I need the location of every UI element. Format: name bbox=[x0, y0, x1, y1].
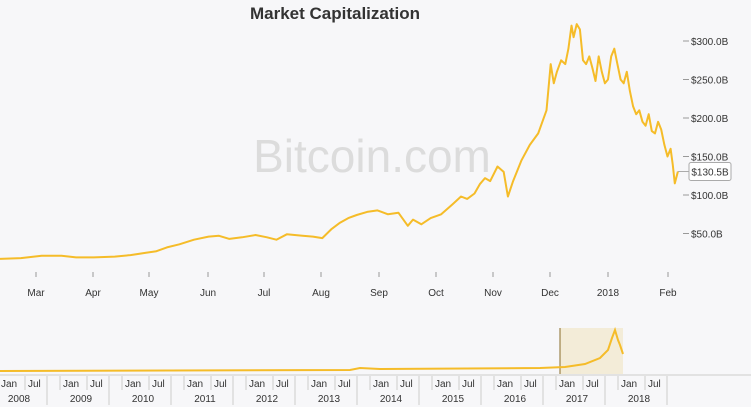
y-tick-label: $250.0B bbox=[691, 76, 729, 87]
x-tick-label: 2018 bbox=[597, 288, 620, 299]
navigator-month-label: Jul bbox=[214, 379, 227, 390]
navigator-month-label: Jan bbox=[435, 379, 451, 390]
navigator-year-label: 2016 bbox=[504, 394, 527, 405]
navigator-month-label: Jan bbox=[621, 379, 637, 390]
navigator-month-label: Jul bbox=[524, 379, 537, 390]
x-tick-label: Jul bbox=[258, 288, 271, 299]
navigator-month-label: Jan bbox=[63, 379, 79, 390]
navigator-month-label: Jan bbox=[559, 379, 575, 390]
y-tick-label: $300.0B bbox=[691, 37, 729, 48]
x-tick-label: Sep bbox=[370, 288, 388, 299]
navigator-month-label: Jul bbox=[462, 379, 475, 390]
x-tick-label: Apr bbox=[85, 288, 101, 299]
navigator-year-label: 2010 bbox=[132, 394, 155, 405]
navigator-month-label: Jan bbox=[373, 379, 389, 390]
navigator-year-label: 2015 bbox=[442, 394, 465, 405]
main-series bbox=[0, 23, 679, 260]
x-tick-label: Jun bbox=[200, 288, 216, 299]
navigator-month-label: Jan bbox=[497, 379, 513, 390]
x-tick-label: Oct bbox=[428, 288, 444, 299]
x-tick-label: Dec bbox=[541, 288, 559, 299]
y-tick-label: $50.0B bbox=[691, 230, 723, 241]
navigator-year-label: 2012 bbox=[256, 394, 279, 405]
navigator-month-label: Jan bbox=[249, 379, 265, 390]
x-tick-label: May bbox=[140, 288, 159, 299]
navigator-month-label: Jan bbox=[1, 379, 17, 390]
series-line bbox=[0, 23, 679, 260]
navigator-month-label: Jul bbox=[586, 379, 599, 390]
navigator-month-label: Jul bbox=[90, 379, 103, 390]
current-value-label: $130.5B bbox=[677, 162, 732, 182]
watermark-logo: Bitcoin.com bbox=[253, 130, 491, 182]
navigator-month-label: Jan bbox=[125, 379, 141, 390]
current-value-box bbox=[688, 162, 732, 182]
chart-title: Market Capitalization bbox=[250, 4, 420, 23]
x-tick-label: Mar bbox=[27, 288, 45, 299]
navigator-year-label: 2011 bbox=[194, 394, 216, 405]
navigator-year-label: 2008 bbox=[8, 394, 31, 405]
navigator-series bbox=[0, 326, 624, 372]
navigator-month-label: Jan bbox=[311, 379, 327, 390]
navigator-month-label: Jan bbox=[187, 379, 203, 390]
navigator-month-label: Jul bbox=[400, 379, 413, 390]
x-axis: Mar Apr May Jun Jul Aug Sep Oct Nov Dec 2018 Feb bbox=[27, 272, 677, 299]
y-tick-label: $150.0B bbox=[691, 153, 729, 164]
y-axis: $50.0B $100.0B $150.0B $200.0B $250.0B $300.0… bbox=[683, 37, 729, 241]
navigator-year-label: 2014 bbox=[380, 394, 403, 405]
x-tick-label: Aug bbox=[312, 288, 330, 299]
navigator-month-label: Jul bbox=[152, 379, 165, 390]
navigator-year-label: 2009 bbox=[70, 394, 93, 405]
navigator-month-label: Jul bbox=[338, 379, 351, 390]
navigator-month-label: Jul bbox=[648, 379, 661, 390]
navigator-year-label: 2018 bbox=[628, 394, 651, 405]
x-tick-label: Feb bbox=[659, 288, 677, 299]
navigator-month-label: Jul bbox=[28, 379, 41, 390]
navigator-year-label: 2017 bbox=[566, 394, 589, 405]
watermark-text: Bitcoin.com bbox=[253, 130, 491, 182]
y-tick-label: $200.0B bbox=[691, 114, 729, 125]
navigator[interactable]: Jan Jul 2008 Jan Jul 2009 Jan Jul 2010 Jan Jul 2011… bbox=[0, 326, 751, 405]
y-tick-label: $100.0B bbox=[691, 191, 729, 202]
current-value-text: $130.5B bbox=[691, 168, 729, 179]
navigator-year-label: 2013 bbox=[318, 394, 341, 405]
x-tick-label: Nov bbox=[484, 288, 502, 299]
navigator-month-label: Jul bbox=[276, 379, 289, 390]
